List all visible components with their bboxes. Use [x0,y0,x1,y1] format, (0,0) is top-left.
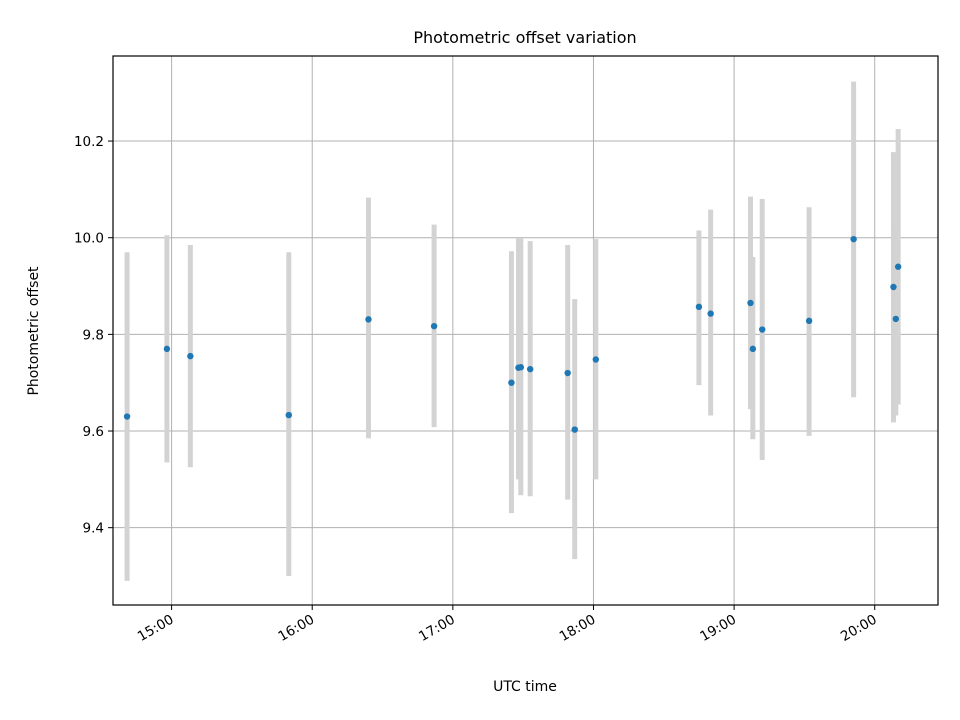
data-point [890,283,897,291]
data-point [749,345,757,353]
data-point [163,345,171,353]
data-point [508,379,515,386]
y-tick-label: 9.8 [83,327,104,343]
data-point [517,364,525,371]
data-point [894,263,902,270]
data-point [747,299,754,307]
data-point [123,413,131,420]
y-tick-label: 10.2 [74,134,104,150]
data-point [285,411,292,419]
y-tick-label: 9.6 [83,424,104,440]
data-point [759,326,766,333]
chart-title: Photometric offset variation [413,28,636,47]
x-axis-label: UTC time [493,679,557,695]
data-point [892,315,900,323]
y-axis-label: Photometric offset [26,266,42,396]
data-point [571,426,578,433]
data-point [850,235,857,243]
data-point [592,356,600,363]
grid [113,56,938,605]
data-point [187,352,194,360]
y-tick-label: 10.0 [74,231,104,247]
data-points [123,235,902,433]
data-point [695,303,703,311]
data-point [430,322,438,330]
plot-frame [112,55,939,606]
data-point [564,369,571,377]
data-point [526,365,534,373]
data-point [805,317,813,325]
data-point [707,310,714,317]
data-point [365,316,372,323]
y-tick-label: 9.4 [83,521,104,537]
